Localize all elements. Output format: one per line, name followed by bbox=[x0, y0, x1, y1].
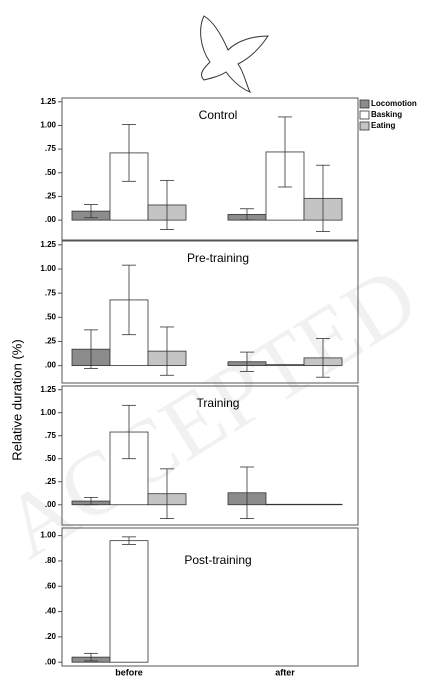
y-tick-label: .75 bbox=[45, 431, 57, 440]
y-tick-label: 1.00 bbox=[40, 408, 56, 417]
y-tick-label: 1.25 bbox=[40, 240, 56, 249]
panel-title: Training bbox=[197, 396, 240, 410]
y-tick-label: .40 bbox=[45, 607, 57, 616]
panel-frame bbox=[61, 385, 359, 526]
legend-label: Eating bbox=[371, 121, 396, 130]
y-tick-label: .50 bbox=[45, 454, 57, 463]
legend-label: Locomotion bbox=[371, 99, 417, 108]
y-tick-label: .00 bbox=[45, 215, 57, 224]
y-tick-label: 1.00 bbox=[40, 121, 56, 130]
y-tick-label: 1.00 bbox=[40, 264, 56, 273]
panel-title: Control bbox=[199, 108, 238, 122]
panel-frame bbox=[61, 527, 359, 667]
y-tick-label: .75 bbox=[45, 144, 57, 153]
y-tick-label: .00 bbox=[45, 657, 57, 666]
panel-frame bbox=[61, 240, 359, 384]
y-tick-label: .50 bbox=[45, 168, 57, 177]
y-tick-label: .25 bbox=[45, 337, 57, 346]
y-tick-label: 1.25 bbox=[40, 385, 56, 394]
bar bbox=[265, 364, 305, 367]
y-tick-label: .20 bbox=[45, 632, 57, 641]
y-tick-label: 1.25 bbox=[40, 97, 56, 106]
legend-swatch bbox=[359, 110, 370, 120]
legend-swatch bbox=[359, 121, 370, 131]
panel-frame bbox=[61, 97, 359, 241]
y-tick-label: .00 bbox=[45, 500, 57, 509]
y-tick-label: .60 bbox=[45, 581, 57, 590]
panel-title: Pre-training bbox=[187, 251, 249, 265]
panel-title: Post-training bbox=[184, 553, 251, 567]
legend-label: Basking bbox=[371, 110, 402, 119]
bird-sketch bbox=[200, 15, 269, 93]
y-tick-label: .75 bbox=[45, 288, 57, 297]
y-tick-label: .00 bbox=[45, 361, 57, 370]
y-tick-label: .25 bbox=[45, 192, 57, 201]
y-tick-label: 1.00 bbox=[40, 531, 56, 540]
x-tick-label: before bbox=[115, 667, 143, 677]
bar bbox=[109, 540, 149, 663]
y-tick-label: .25 bbox=[45, 477, 57, 486]
y-axis-label: Relative duration (%) bbox=[9, 339, 24, 460]
y-tick-label: .80 bbox=[45, 556, 57, 565]
x-tick-label: after bbox=[275, 667, 295, 677]
legend-swatch bbox=[359, 99, 370, 109]
y-tick-label: .50 bbox=[45, 312, 57, 321]
